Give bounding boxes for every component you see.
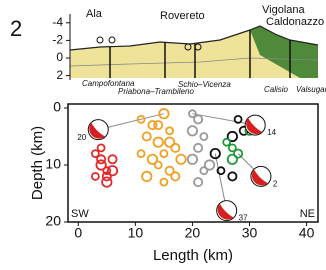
event [160,179,167,186]
event [142,172,151,181]
place-label: Caldonazzo lake [266,16,326,28]
event [205,160,214,169]
y-tick-label: -2 [52,33,63,47]
y-tick-label: 0 [53,99,61,115]
unit-label: Calisio [264,85,289,94]
event [200,133,207,140]
place-label: Ala [86,8,103,20]
event [188,126,197,135]
event [228,155,237,164]
event [188,155,197,164]
annotation: SW [71,208,89,220]
place-label: Rovereto [160,10,205,22]
event [194,115,202,123]
unit-label: Schio–Vicenza [178,80,231,89]
event [143,132,151,140]
y-tick-label: 20 [45,213,61,229]
mechanism-label: 14 [267,128,276,137]
annotation: NE [300,208,315,220]
event [223,139,230,146]
event [92,173,99,180]
event [154,121,162,129]
event [108,166,117,175]
x-axis-label: Length (km) [153,247,233,264]
event [138,150,145,157]
event [228,172,236,180]
event [98,144,105,151]
place-label: Vigolana [262,4,305,16]
y-axis-label: Depth (km) [29,126,46,200]
mechanism-label: 2 [273,180,278,189]
event [102,177,111,186]
y-tick-label: 0 [56,50,63,64]
figure: 2 -4 -2 0 2 Ala Rovereto VigolanaCaldonazzo la… [0,0,326,270]
y-tick-label: 2 [56,68,63,82]
panel-label: 2 [10,16,22,41]
x-tick-label: 0 [74,225,82,241]
event [166,127,173,134]
mechanism-label: 20 [77,133,86,142]
event [176,155,185,164]
y-tick-label: 10 [45,156,61,172]
x-tick-label: 20 [185,225,201,241]
event [155,161,162,168]
event [171,172,179,180]
event [165,137,174,146]
symbol [109,37,115,43]
x-tick-label: 30 [242,225,258,241]
symbol [97,37,103,43]
x-tick-label: 10 [128,225,144,241]
event [194,178,202,186]
mechanism-label: 37 [239,214,248,223]
event [108,155,116,163]
y-tick-label: -4 [52,15,63,29]
event [160,150,167,157]
event [153,137,162,146]
event [194,144,202,152]
unit-label: Valsugana [296,85,326,94]
x-tick-label: 40 [299,225,315,241]
